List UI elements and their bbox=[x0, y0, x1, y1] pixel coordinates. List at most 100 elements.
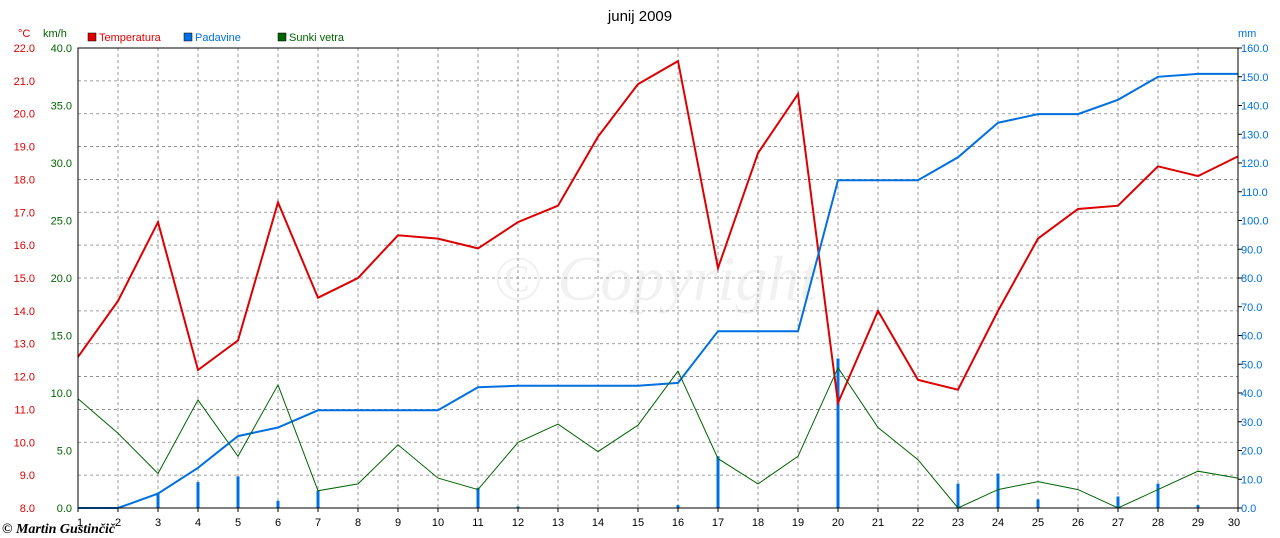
temperature-tick-label: 8.0 bbox=[20, 503, 35, 515]
precipitation-bar bbox=[236, 476, 240, 508]
day-tick-label: 29 bbox=[1192, 517, 1204, 529]
day-tick-label: 30 bbox=[1228, 517, 1240, 529]
copyright-text: © Martin Gustinčič bbox=[2, 522, 116, 537]
day-tick-label: 8 bbox=[355, 517, 361, 529]
day-tick-label: 17 bbox=[712, 517, 724, 529]
chart-title: junij 2009 bbox=[607, 8, 672, 25]
day-tick-label: 12 bbox=[512, 517, 524, 529]
wind-tick-label: 30.0 bbox=[51, 158, 72, 170]
precipitation-bar bbox=[1036, 499, 1040, 508]
temperature-unit-label: °C bbox=[18, 28, 30, 40]
precipitation-tick-label: 60.0 bbox=[1241, 331, 1262, 343]
wind-tick-label: 0.0 bbox=[57, 503, 72, 515]
precipitation-tick-label: 160.0 bbox=[1241, 43, 1269, 55]
day-tick-label: 9 bbox=[395, 517, 401, 529]
legend-swatch-temperatura bbox=[87, 32, 97, 42]
day-tick-label: 25 bbox=[1032, 517, 1044, 529]
day-tick-label: 24 bbox=[992, 517, 1004, 529]
day-tick-label: 16 bbox=[672, 517, 684, 529]
day-tick-label: 27 bbox=[1112, 517, 1124, 529]
day-tick-label: 2 bbox=[115, 517, 121, 529]
legend: Temperatura Padavine Sunki vetra bbox=[87, 32, 345, 44]
precipitation-bar bbox=[276, 500, 280, 508]
precipitation-bar bbox=[476, 487, 480, 508]
precipitation-bar bbox=[1156, 483, 1160, 508]
temperature-tick-label: 16.0 bbox=[14, 240, 35, 252]
precipitation-cumulative-line bbox=[78, 72, 1238, 509]
day-tick-label: 22 bbox=[912, 517, 924, 529]
temperature-tick-label: 12.0 bbox=[14, 372, 35, 384]
precipitation-bar bbox=[316, 490, 320, 508]
temperature-tick-label: 19.0 bbox=[14, 142, 35, 154]
wind-tick-label: 20.0 bbox=[51, 273, 72, 285]
day-tick-label: 21 bbox=[872, 517, 884, 529]
precipitation-tick-label: 30.0 bbox=[1241, 417, 1262, 429]
precipitation-bar bbox=[1196, 505, 1200, 508]
precipitation-bar bbox=[1116, 496, 1120, 508]
temperature-tick-label: 13.0 bbox=[14, 339, 35, 351]
precipitation-tick-label: 90.0 bbox=[1241, 244, 1262, 256]
precipitation-tick-label: 110.0 bbox=[1241, 187, 1268, 199]
temperature-tick-label: 11.0 bbox=[14, 404, 35, 416]
temperature-tick-label: 22.0 bbox=[14, 43, 35, 55]
precipitation-bar bbox=[956, 483, 960, 508]
precipitation-bar bbox=[716, 456, 720, 508]
legend-swatch-padavine bbox=[183, 32, 193, 42]
day-tick-label: 7 bbox=[315, 517, 321, 529]
precipitation-bar bbox=[836, 358, 840, 508]
legend-label-padavine: Padavine bbox=[195, 32, 241, 44]
precipitation-tick-label: 0.0 bbox=[1241, 503, 1256, 515]
temperature-tick-label: 15.0 bbox=[14, 273, 35, 285]
day-tick-label: 6 bbox=[275, 517, 281, 529]
day-tick-label: 23 bbox=[952, 517, 964, 529]
day-tick-label: 18 bbox=[752, 517, 764, 529]
precipitation-bars bbox=[156, 358, 1200, 508]
wind-tick-label: 5.0 bbox=[57, 446, 72, 458]
temperature-tick-label: 21.0 bbox=[14, 76, 35, 88]
day-tick-label: 10 bbox=[432, 517, 444, 529]
precipitation-tick-label: 130.0 bbox=[1241, 129, 1269, 141]
day-axis-ticks: 1 2 3 4 5 6 7 8 9 10 11 12 13 14 15 16 17 18 19 20 21 22 23 24 2… bbox=[77, 508, 1240, 529]
day-tick-label: 20 bbox=[832, 517, 844, 529]
precipitation-bar bbox=[516, 506, 520, 508]
day-tick-label: 28 bbox=[1152, 517, 1164, 529]
wind-tick-label: 15.0 bbox=[51, 331, 72, 343]
day-tick-label: 13 bbox=[552, 517, 564, 529]
day-tick-label: 26 bbox=[1072, 517, 1084, 529]
temperature-tick-label: 20.0 bbox=[14, 109, 35, 121]
precipitation-bar bbox=[196, 482, 200, 508]
day-tick-label: 4 bbox=[195, 517, 201, 529]
precipitation-tick-label: 20.0 bbox=[1241, 446, 1262, 458]
grid bbox=[78, 48, 1238, 508]
precipitation-bar bbox=[996, 473, 1000, 508]
temperature-tick-label: 17.0 bbox=[14, 207, 35, 219]
precipitation-unit-label: mm bbox=[1238, 28, 1256, 40]
day-tick-label: 15 bbox=[632, 517, 644, 529]
temperature-tick-label: 10.0 bbox=[14, 437, 35, 449]
precipitation-tick-label: 70.0 bbox=[1241, 302, 1262, 314]
plot-frame bbox=[77, 47, 1239, 509]
copyright-watermark: © Copyright bbox=[493, 243, 819, 314]
day-tick-label: 3 bbox=[155, 517, 161, 529]
temperature-tick-label: 14.0 bbox=[14, 306, 35, 318]
day-tick-label: 1 bbox=[77, 517, 83, 529]
wind-tick-label: 40.0 bbox=[51, 43, 72, 55]
day-tick-label: 5 bbox=[235, 517, 241, 529]
temperature-tick-label: 9.0 bbox=[20, 470, 35, 482]
legend-label-sunki-vetra: Sunki vetra bbox=[289, 32, 345, 44]
precipitation-tick-label: 100.0 bbox=[1241, 216, 1269, 228]
wind-gust-line bbox=[77, 366, 1239, 509]
wind-unit-label: km/h bbox=[43, 28, 67, 40]
temperature-axis-ticks: 8.0 9.0 10.0 11.0 12.0 13.0 14.0 15.0 16.0 17.0 18… bbox=[14, 43, 35, 515]
legend-label-temperatura: Temperatura bbox=[99, 32, 162, 44]
precipitation-tick-label: 120.0 bbox=[1241, 158, 1269, 170]
day-tick-label: 19 bbox=[792, 517, 804, 529]
series-lines bbox=[77, 59, 1239, 509]
precipitation-tick-label: 140.0 bbox=[1241, 101, 1269, 113]
wind-tick-label: 25.0 bbox=[51, 216, 72, 228]
legend-swatch-sunki-vetra bbox=[277, 32, 287, 42]
wind-tick-label: 10.0 bbox=[51, 388, 72, 400]
temperature-tick-label: 18.0 bbox=[14, 174, 35, 186]
precipitation-tick-label: 80.0 bbox=[1241, 273, 1262, 285]
precipitation-bar bbox=[156, 493, 160, 508]
